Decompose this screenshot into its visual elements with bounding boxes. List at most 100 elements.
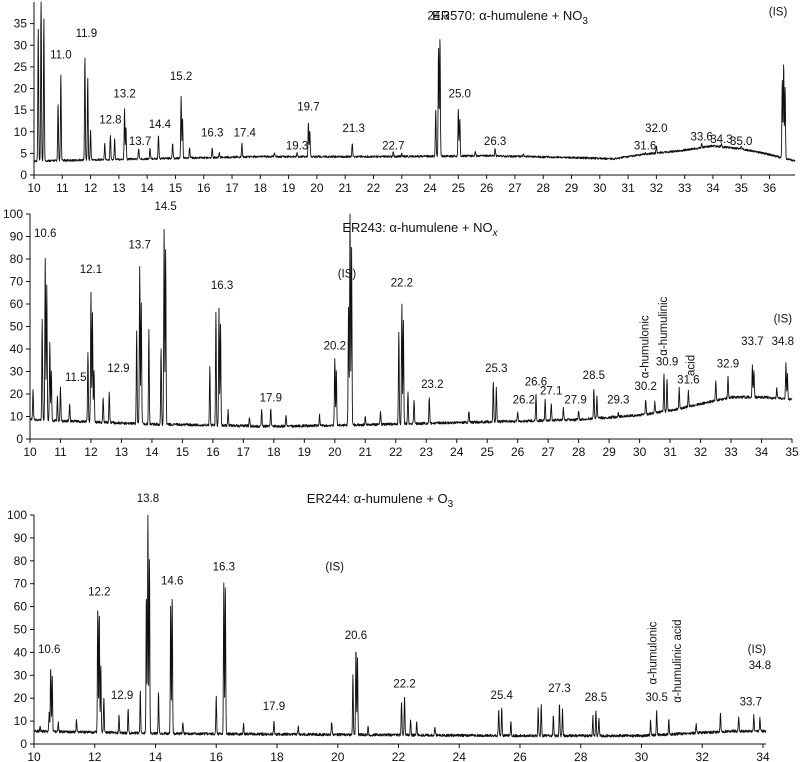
chart-title: ER243: α-humulene + NOx (342, 220, 498, 239)
peak-label: 13.7 (129, 136, 151, 148)
y-tick-label: 80 (14, 554, 28, 568)
peak-label: 28.5 (583, 370, 605, 382)
x-tick-label: 14 (149, 750, 163, 762)
peak-label: (IS) (748, 644, 767, 656)
peak-label: 12.9 (107, 363, 129, 375)
x-tick-label: 29 (602, 445, 616, 459)
peak-label: 35.0 (730, 136, 752, 148)
chart-title-subscript: 3 (582, 16, 588, 27)
peak-label: (IS) (769, 6, 788, 18)
x-tick-label: 32 (696, 750, 710, 762)
x-tick-label: 15 (176, 445, 190, 459)
x-tick-label: 25 (481, 445, 495, 459)
peak-label: 32.0 (645, 123, 667, 135)
y-tick-label: 70 (14, 577, 28, 591)
x-tick-label: 13 (112, 181, 126, 195)
y-tick-label: 70 (10, 275, 24, 289)
peak-label: 32.9 (717, 359, 739, 371)
x-tick-label: 34 (755, 445, 769, 459)
peak-label: 26.6 (525, 377, 547, 389)
x-tick-label: 16 (210, 750, 224, 762)
x-tick-label: 33 (724, 445, 738, 459)
peak-label: 17.9 (263, 701, 285, 713)
x-tick-label: 26 (513, 750, 527, 762)
y-tick-label: 5 (20, 146, 27, 160)
peak-label: 26.2 (513, 395, 535, 407)
peak-label: 14.5 (154, 201, 176, 213)
peak-label: 22.2 (393, 678, 415, 690)
x-tick-label: 34 (706, 181, 720, 195)
peak-label: 25.3 (485, 363, 507, 375)
peak-label: 16.3 (211, 280, 233, 292)
x-tick-label: 32 (650, 181, 664, 195)
peak-label: 33.7 (741, 336, 763, 348)
x-tick-label: 35 (785, 445, 799, 459)
peak-label: 11.0 (50, 50, 72, 62)
x-tick-label: 19 (298, 445, 312, 459)
x-tick-label: 28 (574, 750, 588, 762)
peak-label: 27.3 (548, 683, 570, 695)
y-tick-label: 40 (14, 645, 28, 659)
peak-label: 19.3 (286, 140, 308, 152)
y-tick-label: 60 (10, 297, 24, 311)
chromatogram-panel-3: 10 12 14 16 18 20 22 24 26 28 30 32 3401020304050607… (7, 491, 771, 762)
peak-label: 34.3 (710, 134, 732, 146)
x-tick-label: 27 (541, 445, 555, 459)
y-tick-label: 0 (20, 168, 27, 182)
x-tick-label: 26 (480, 181, 494, 195)
chart-title-main: ER243: α-humulene + NO (342, 220, 492, 235)
peak-label: 17.4 (234, 127, 257, 139)
peak-label: 11.9 (76, 28, 98, 40)
y-tick-label: 20 (14, 691, 28, 705)
peak-label: 12.1 (80, 264, 102, 276)
x-tick-label: 17 (225, 181, 239, 195)
x-tick-label: 24 (450, 445, 464, 459)
peak-label: (IS) (774, 314, 793, 326)
x-tick-label: 17 (237, 445, 251, 459)
x-tick-label: 10 (27, 181, 41, 195)
y-tick-label: 10 (10, 410, 24, 424)
y-tick-label: 20 (10, 387, 24, 401)
chromatogram-panel-2: 10 11 12 13 14 15 16 17 18 19 20 21 22 23 24 25 26 27 28 29… (3, 201, 799, 459)
vertical-annotation: α-humulonic (640, 315, 652, 378)
peak-label: 22.7 (382, 140, 404, 152)
x-tick-label: 22 (392, 750, 406, 762)
x-tick-label: 27 (508, 181, 522, 195)
chart-title-main: ER244: α-humulene + O (307, 491, 448, 506)
x-tick-label: 24 (453, 750, 467, 762)
vertical-annotation: α-humulonic (648, 621, 660, 684)
peak-label: 34.8 (749, 660, 771, 672)
peak-label: 30.9 (656, 356, 678, 368)
peak-label: 13.7 (129, 239, 151, 251)
x-tick-label: 33 (678, 181, 692, 195)
x-tick-label: 30 (593, 181, 607, 195)
x-tick-label: 28 (537, 181, 551, 195)
x-tick-label: 28 (572, 445, 586, 459)
chromatogram-trace (29, 213, 793, 428)
peak-label: 14.4 (149, 119, 172, 131)
peak-label: 10.6 (34, 228, 56, 240)
chromatogram-trace (33, 514, 767, 738)
x-tick-label: 11 (56, 181, 69, 195)
y-tick-label: 15 (14, 103, 28, 117)
peak-label: 17.9 (260, 392, 282, 404)
peak-label: 23.2 (421, 379, 443, 391)
peak-label: 28.5 (585, 692, 607, 704)
y-tick-label: 30 (14, 38, 28, 52)
peak-label: 12.9 (111, 690, 133, 702)
x-tick-label: 32 (694, 445, 708, 459)
peak-label: 26.3 (484, 136, 506, 148)
y-tick-label: 0 (16, 432, 23, 446)
x-tick-label: 14 (140, 181, 154, 195)
x-tick-label: 13 (115, 445, 129, 459)
peak-label: (IS) (338, 269, 357, 281)
y-tick-label: 10 (14, 714, 28, 728)
x-tick-label: 26 (511, 445, 525, 459)
peak-label: 13.8 (137, 493, 159, 505)
x-tick-label: 36 (763, 181, 777, 195)
x-tick-label: 21 (359, 445, 373, 459)
x-tick-label: 12 (88, 750, 102, 762)
peak-label: (IS) (325, 562, 344, 574)
